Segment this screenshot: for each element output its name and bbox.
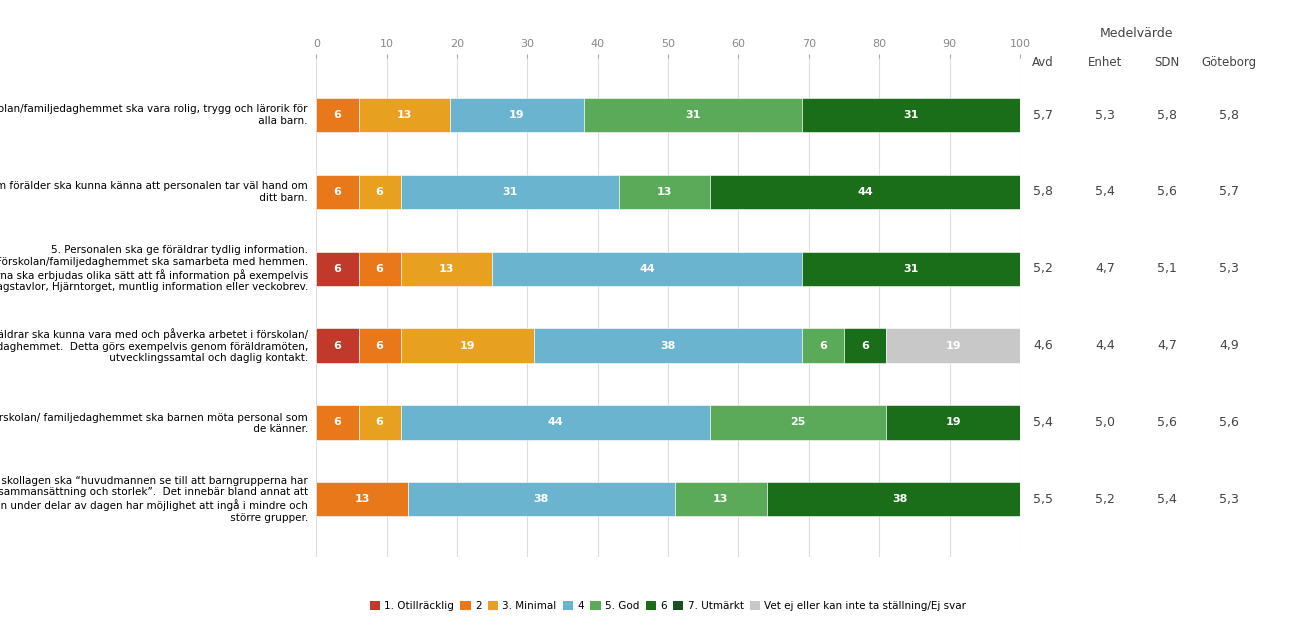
Text: 4,6: 4,6	[1033, 339, 1053, 352]
Text: 5,1: 5,1	[1157, 262, 1177, 275]
Bar	[316, 252, 359, 286]
Text: 6: 6	[376, 340, 383, 351]
Text: 6: 6	[333, 340, 341, 351]
Text: 5,7: 5,7	[1219, 186, 1239, 198]
Text: 5,0: 5,0	[1095, 416, 1115, 429]
Text: 13: 13	[396, 110, 412, 120]
Text: 4,7: 4,7	[1095, 262, 1115, 275]
Bar	[316, 98, 359, 132]
Text: 6: 6	[376, 187, 383, 197]
Text: 19: 19	[509, 110, 524, 120]
Bar	[710, 405, 886, 440]
Bar	[451, 98, 584, 132]
Text: 5,2: 5,2	[1095, 493, 1115, 506]
Bar	[359, 328, 400, 363]
Text: 13: 13	[657, 187, 673, 197]
Bar	[886, 405, 1020, 440]
Bar	[359, 405, 400, 440]
Text: 5,3: 5,3	[1219, 262, 1239, 275]
Text: 44: 44	[857, 187, 873, 197]
Bar	[492, 252, 802, 286]
Text: 6: 6	[333, 110, 341, 120]
Text: 6: 6	[333, 187, 341, 197]
Text: 4,9: 4,9	[1219, 339, 1239, 352]
Text: 5,6: 5,6	[1157, 186, 1177, 198]
Text: 5,3: 5,3	[1095, 109, 1115, 122]
Bar	[802, 98, 1020, 132]
Legend: 1. Otillräcklig, 2, 3. Minimal, 4, 5. God, 6, 7. Utmärkt, Vet ej eller kan inte : 1. Otillräcklig, 2, 3. Minimal, 4, 5. Go…	[365, 597, 971, 615]
Text: 31: 31	[904, 264, 918, 274]
Bar	[534, 328, 802, 363]
Text: 5,2: 5,2	[1033, 262, 1053, 275]
Text: 4,4: 4,4	[1095, 339, 1115, 352]
Text: 31: 31	[904, 110, 918, 120]
Text: 5,8: 5,8	[1157, 109, 1177, 122]
Bar	[400, 405, 710, 440]
Text: 38: 38	[533, 494, 549, 504]
Bar	[710, 175, 1020, 209]
Text: 6: 6	[376, 264, 383, 274]
Text: 44: 44	[547, 417, 563, 428]
Text: 5,3: 5,3	[1219, 493, 1239, 506]
Text: 19: 19	[945, 340, 961, 351]
Text: 6: 6	[333, 264, 341, 274]
Bar	[886, 328, 1020, 363]
Bar	[400, 175, 618, 209]
Text: 31: 31	[686, 110, 701, 120]
Bar	[618, 175, 710, 209]
Bar	[584, 98, 802, 132]
Text: 13: 13	[439, 264, 454, 274]
Text: 5,8: 5,8	[1219, 109, 1239, 122]
Text: 6: 6	[333, 417, 341, 428]
Bar	[316, 175, 359, 209]
Text: 5,8: 5,8	[1033, 186, 1053, 198]
Bar	[844, 328, 886, 363]
Text: 19: 19	[945, 417, 961, 428]
Bar	[359, 98, 451, 132]
Text: SDN: SDN	[1154, 56, 1180, 69]
Text: 6: 6	[818, 340, 826, 351]
Bar	[802, 328, 844, 363]
Text: 6: 6	[861, 340, 869, 351]
Bar	[675, 482, 767, 516]
Bar	[316, 482, 408, 516]
Bar	[767, 482, 1034, 516]
Bar	[802, 252, 1020, 286]
Text: 38: 38	[661, 340, 675, 351]
Bar	[400, 328, 534, 363]
Text: 13: 13	[354, 494, 369, 504]
Text: 5,6: 5,6	[1157, 416, 1177, 429]
Text: 5,4: 5,4	[1095, 186, 1115, 198]
Text: 4,7: 4,7	[1157, 339, 1177, 352]
Text: 5,7: 5,7	[1033, 109, 1053, 122]
Text: 44: 44	[639, 264, 655, 274]
Text: Enhet: Enhet	[1088, 56, 1122, 69]
Bar	[400, 252, 492, 286]
Text: 31: 31	[502, 187, 518, 197]
Text: 5,6: 5,6	[1219, 416, 1239, 429]
Text: 5,5: 5,5	[1033, 493, 1053, 506]
Text: 6: 6	[376, 417, 383, 428]
Text: 19: 19	[460, 340, 475, 351]
Text: 5,4: 5,4	[1033, 416, 1053, 429]
Text: 13: 13	[713, 494, 728, 504]
Text: Göteborg: Göteborg	[1202, 56, 1256, 69]
Text: 38: 38	[892, 494, 908, 504]
Text: 5,4: 5,4	[1157, 493, 1177, 506]
Bar	[408, 482, 675, 516]
Text: 25: 25	[790, 417, 806, 428]
Bar	[316, 405, 359, 440]
Bar	[359, 252, 400, 286]
Text: Medelvärde: Medelvärde	[1100, 27, 1172, 40]
Bar	[316, 328, 359, 363]
Bar	[359, 175, 400, 209]
Text: Avd: Avd	[1033, 56, 1053, 69]
